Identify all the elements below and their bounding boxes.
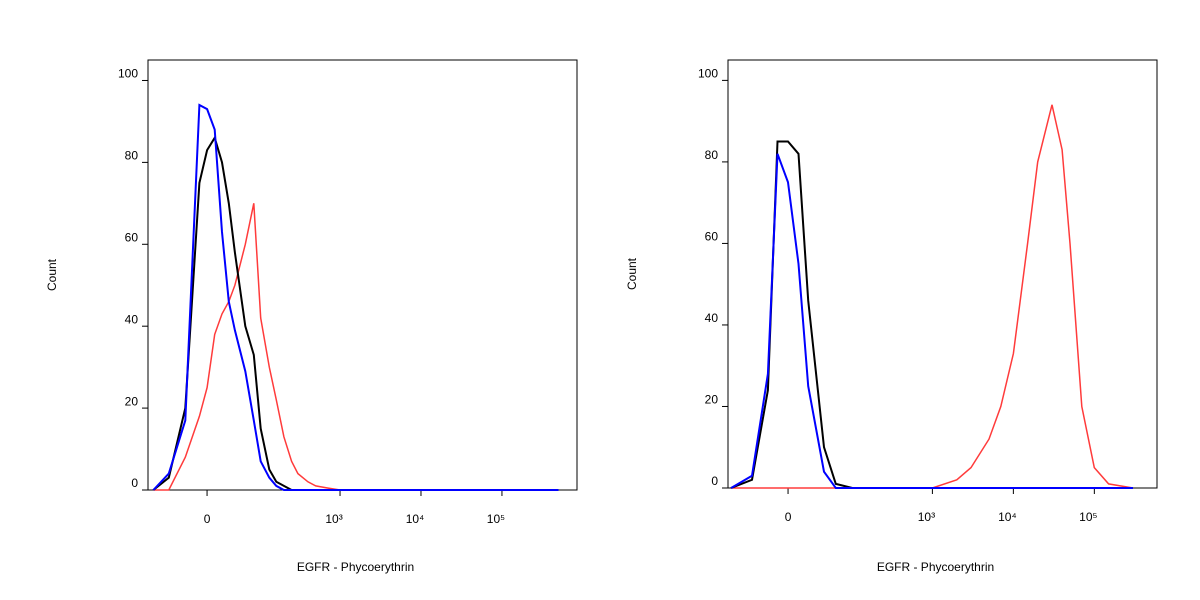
histogram-line: [731, 104, 1134, 489]
y-tick-label: 20: [125, 394, 139, 408]
histogram-line: [730, 140, 1133, 489]
histogram-line: [730, 153, 1133, 489]
y-tick-label: 100: [698, 67, 718, 81]
x-axis-label: EGFR - Phycoerythrin: [297, 560, 414, 574]
y-tick-label: 40: [125, 312, 139, 326]
y-tick-label: 60: [705, 230, 719, 244]
y-tick-label: 60: [125, 230, 139, 244]
y-axis-label: Count: [45, 258, 59, 291]
x-tick-label: 10⁴: [406, 512, 425, 526]
y-tick-label: 80: [125, 149, 139, 163]
y-tick-label: 100: [118, 67, 138, 81]
histogram-line: [152, 135, 559, 491]
x-tick-label: 10⁴: [998, 510, 1017, 524]
y-tick-label: 20: [705, 393, 719, 407]
x-tick-label: 10⁵: [487, 512, 505, 526]
x-tick-label: 0: [785, 510, 792, 524]
x-tick-label: 10³: [325, 512, 342, 526]
plot-frame: [727, 59, 1158, 489]
y-tick-label: 0: [131, 476, 138, 490]
y-axis-label: Count: [625, 257, 639, 290]
y-tick-label: 40: [705, 311, 719, 325]
x-tick-label: 10⁵: [1079, 510, 1097, 524]
x-tick-label: 0: [204, 512, 211, 526]
histogram-line: [152, 103, 559, 491]
x-axis-label: EGFR - Phycoerythrin: [877, 560, 994, 574]
y-tick-label: 0: [711, 474, 718, 488]
y-tick-label: 80: [705, 148, 719, 162]
histogram-line: [153, 203, 559, 491]
x-tick-label: 10³: [918, 510, 935, 524]
